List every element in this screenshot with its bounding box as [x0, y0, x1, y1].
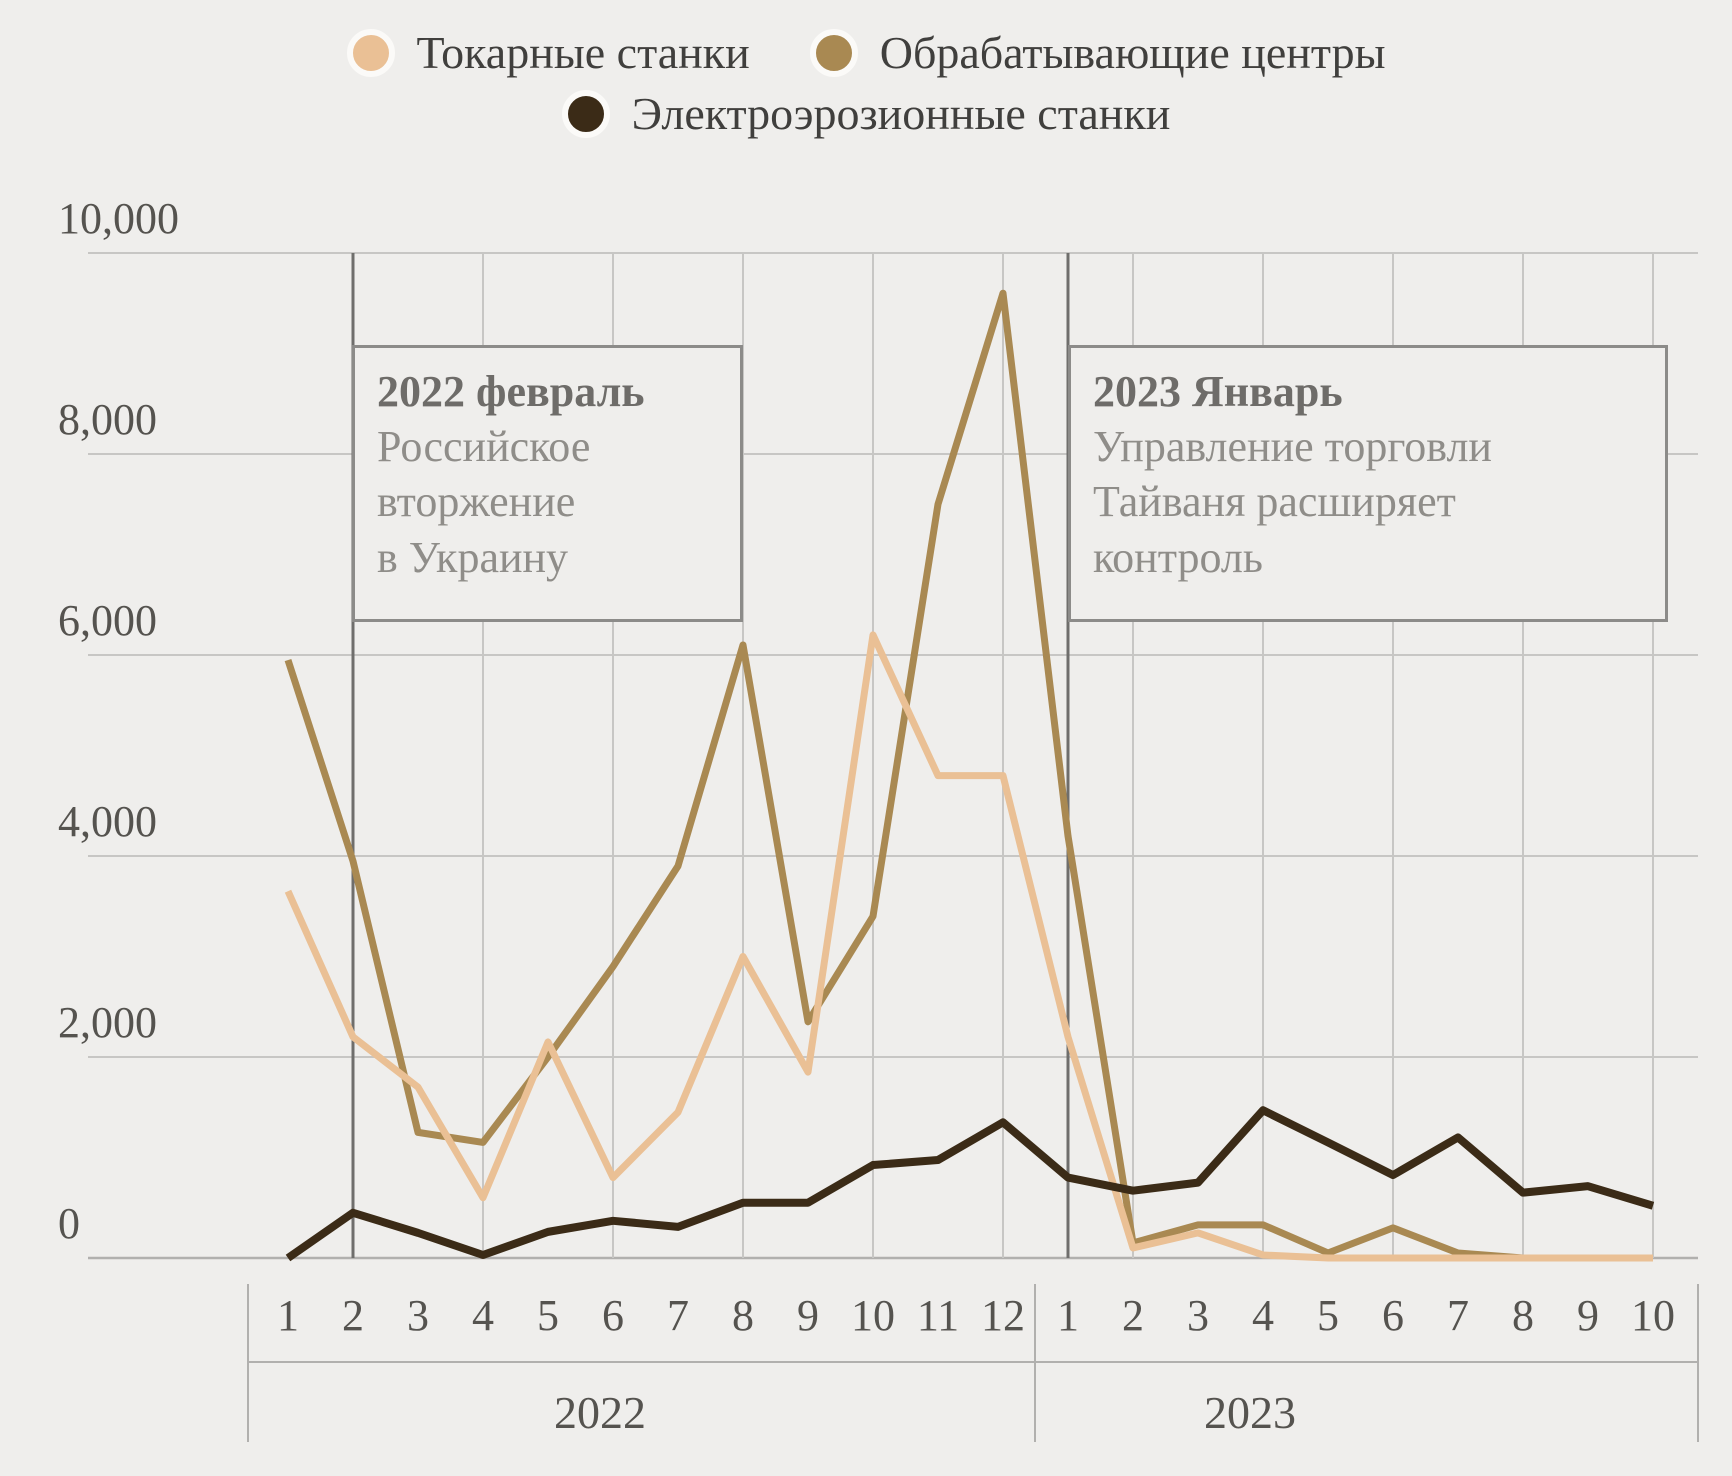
y-tick-label: 10,000: [58, 194, 179, 243]
legend-item-tokarnye: Токарные станки: [346, 27, 750, 79]
x-tick-label: 9: [1577, 1291, 1599, 1340]
x-tick-label: 8: [732, 1291, 754, 1340]
legend-dot-tokarnye-icon: [346, 29, 395, 78]
x-tick-label: 7: [1447, 1291, 1469, 1340]
x-tick-label: 6: [1382, 1291, 1404, 1340]
x-tick-label: 5: [1317, 1291, 1339, 1340]
legend-label-elektroerozionnye: Электроэрозионные станки: [631, 87, 1171, 139]
series-line-tokarnye-stanki: [284, 631, 1653, 1262]
legend-dot-obrabatyvayushchie-icon: [809, 29, 858, 78]
y-tick-label: 8,000: [58, 395, 157, 444]
x-tick-label: 7: [667, 1291, 689, 1340]
annotation-box-2023-january: 2023 Январь Управление торговли Тайваня …: [1068, 345, 1668, 622]
x-tick-label: 6: [602, 1291, 624, 1340]
x-tick-label: 8: [1512, 1291, 1534, 1340]
x-tick-label: 5: [537, 1291, 559, 1340]
legend-label-obrabatyvayushchie: Обрабатывающие центры: [879, 27, 1386, 78]
x-tick-label: 4: [1252, 1291, 1274, 1340]
year-label: 2023: [1204, 1387, 1296, 1438]
x-tick-label: 9: [797, 1291, 819, 1340]
annotation-body: Российское вторжение в Украину: [377, 422, 591, 582]
annotation-title: 2022 февраль: [377, 367, 645, 416]
y-tick-label: 6,000: [58, 596, 157, 645]
legend-label-tokarnye: Токарные станки: [416, 27, 750, 78]
series-line-obrabatyvayushchie-tsentry: [284, 289, 1653, 1262]
legend: Токарные станки Обрабатывающие центры Эл…: [0, 27, 1732, 140]
legend-row-1: Токарные станки Обрабатывающие центры: [346, 27, 1386, 79]
legend-item-obrabatyvayushchie: Обрабатывающие центры: [809, 27, 1386, 79]
legend-row-2: Электроэрозионные станки: [561, 87, 1171, 140]
legend-item-elektroerozionnye: Электроэрозионные станки: [561, 87, 1171, 140]
x-tick-label: 2: [342, 1291, 364, 1340]
series-line-elektroerozionnye-stanki: [285, 1106, 1655, 1262]
y-tick-label: 2,000: [58, 998, 157, 1047]
x-tick-label: 3: [407, 1291, 429, 1340]
legend-dot-elektroerozionnye-icon: [561, 89, 610, 138]
annotation-title: 2023 Январь: [1093, 367, 1343, 416]
x-tick-label: 11: [917, 1291, 959, 1340]
annotation-box-2022-february: 2022 февраль Российское вторжение в Укра…: [352, 345, 743, 622]
x-tick-label: 3: [1187, 1291, 1209, 1340]
x-tick-label: 2: [1122, 1291, 1144, 1340]
x-tick-label: 1: [1057, 1291, 1079, 1340]
x-tick-label: 1: [277, 1291, 299, 1340]
x-tick-label: 10: [1631, 1291, 1675, 1340]
y-tick-label: 0: [58, 1199, 80, 1248]
annotation-body: Управление торговли Тайваня расширяет ко…: [1093, 422, 1492, 582]
x-tick-label: 10: [851, 1291, 895, 1340]
x-tick-label: 4: [472, 1291, 494, 1340]
y-tick-label: 4,000: [58, 797, 157, 846]
year-label: 2022: [554, 1387, 646, 1438]
x-tick-label: 12: [981, 1291, 1025, 1340]
